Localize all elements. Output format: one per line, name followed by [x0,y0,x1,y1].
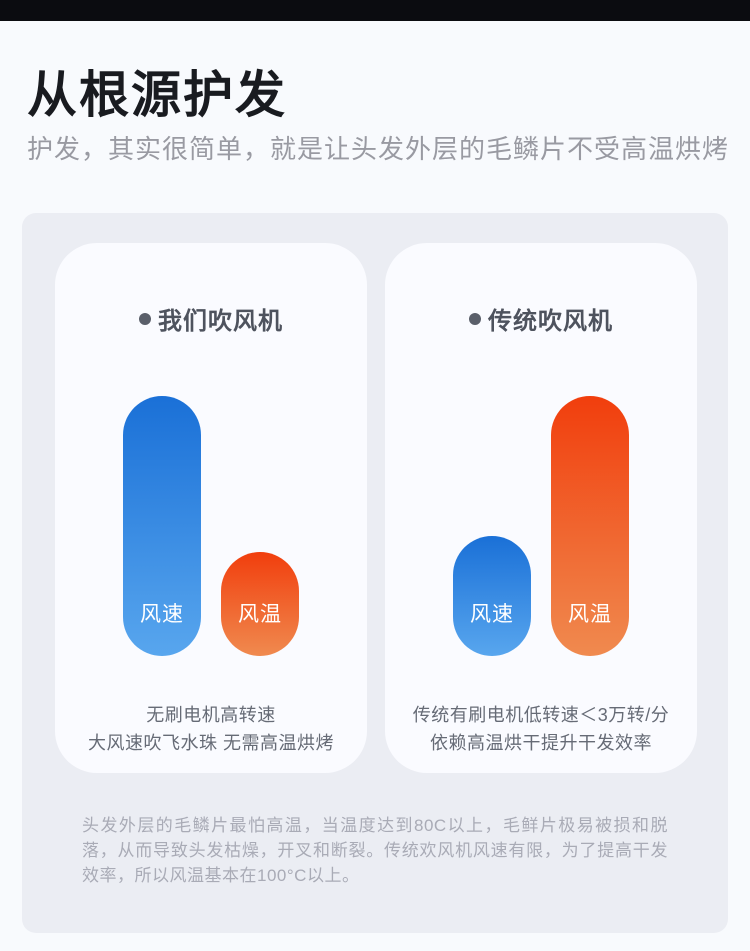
bar-wind-speed: 风速 [123,396,201,656]
card-traditional-dryer-caption: 传统有刷电机低转速＜3万转/分 依赖高温烘干提升干发效率 [385,701,697,757]
card-title: 传统吹风机 [488,308,613,335]
card-traditional-dryer: 传统吹风机 风速 风温 传统有刷电机低转速＜3万转/分 依赖高温烘干提升干发效率 [385,243,697,773]
top-black-bar [0,0,750,21]
page-subtitle: 护发，其实很简单，就是让头发外层的毛鳞片不受高温烘烤 [27,134,730,164]
card-our-dryer-caption: 无刷电机高转速 大风速吹飞水珠 无需高温烘烤 [55,701,367,757]
bar-label-wind-speed: 风速 [470,603,514,626]
caption-line-2: 依赖高温烘干提升干发效率 [430,733,652,753]
card-title: 我们吹风机 [158,308,283,335]
card-our-dryer-header: 我们吹风机 [55,301,367,336]
caption-line-1: 传统有刷电机低转速＜3万转/分 [412,705,670,725]
card-traditional-dryer-header: 传统吹风机 [385,301,697,336]
bar-wind-temp: 风温 [221,552,299,656]
comparison-panel: 我们吹风机 风速 风温 无刷电机高转速 大风速吹飞水珠 无需高温烘烤 传统吹风机… [22,213,728,933]
bar-chart-traditional-dryer: 风速 风温 [385,396,697,656]
card-our-dryer: 我们吹风机 风速 风温 无刷电机高转速 大风速吹飞水珠 无需高温烘烤 [55,243,367,773]
page-title: 从根源护发 [27,67,287,123]
caption-line-2: 大风速吹飞水珠 无需高温烘烤 [88,733,334,753]
bar-label-wind-temp: 风温 [568,603,612,626]
bar-label-wind-speed: 风速 [140,603,184,626]
bar-wind-speed: 风速 [453,536,531,656]
bar-wind-temp: 风温 [551,396,629,656]
bar-chart-our-dryer: 风速 风温 [55,396,367,656]
bar-label-wind-temp: 风温 [238,603,282,626]
caption-line-1: 无刷电机高转速 [146,705,276,725]
footnote-text: 头发外层的毛鳞片最怕高温，当温度达到80C以上，毛鲜片极易被损和脱落，从而导致头… [82,816,668,885]
bullet-dot-icon [469,312,481,325]
bullet-dot-icon [139,312,151,325]
